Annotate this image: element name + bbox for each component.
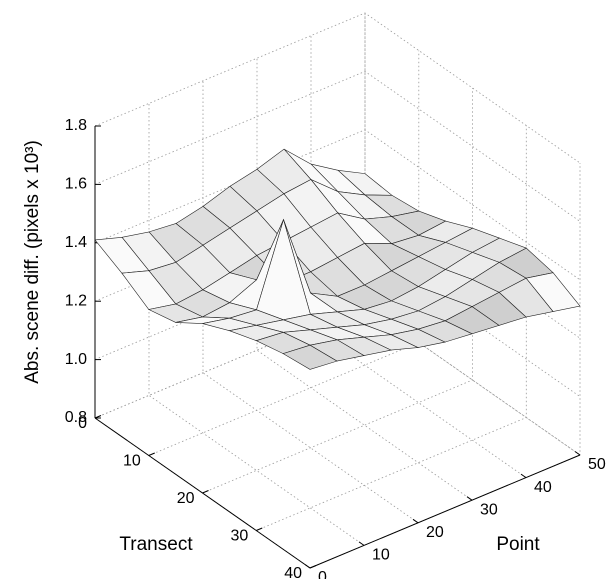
grid-line — [94, 12, 581, 164]
y-axis-label: Transect — [119, 534, 193, 555]
grid-line — [364, 13, 581, 456]
x-tick — [412, 518, 419, 524]
x-tick-label: 20 — [426, 524, 444, 541]
x-tick-label: 30 — [480, 501, 498, 518]
grid-line — [256, 58, 473, 501]
x-axis-label: Point — [496, 534, 540, 555]
y-tick — [256, 527, 263, 531]
y-tick-label: 20 — [177, 490, 195, 507]
y-tick-label: 10 — [123, 453, 141, 470]
x-tick — [304, 564, 311, 569]
y-tick — [202, 490, 209, 494]
grid-line — [310, 35, 527, 478]
z-tick-label: 0.8 — [65, 409, 87, 426]
y-tick-label: 40 — [284, 565, 302, 579]
z-tick-label: 1.0 — [65, 351, 87, 368]
x-tick — [574, 451, 581, 456]
grid-line — [256, 125, 527, 531]
x-tick-label: 40 — [534, 479, 552, 496]
grid-line — [94, 70, 581, 222]
x-tick-label: 10 — [372, 547, 390, 564]
z-tick-label: 1.2 — [65, 292, 87, 309]
x-tick-label: 0 — [318, 569, 327, 579]
x-tick — [466, 496, 473, 501]
grid-line — [202, 88, 473, 494]
z-tick-label: 1.4 — [65, 234, 87, 251]
x-tick-label: 50 — [588, 456, 606, 473]
y-tick-label: 30 — [230, 528, 248, 545]
y-tick — [148, 452, 155, 456]
x-tick — [358, 541, 365, 546]
z-tick-label: 1.6 — [65, 176, 87, 193]
y-tick — [309, 565, 317, 569]
x-tick — [520, 473, 527, 479]
grid-line — [202, 80, 419, 524]
z-tick-label: 1.8 — [65, 117, 87, 134]
y-tick — [94, 415, 102, 419]
grid-line — [148, 103, 365, 546]
surface-patch — [282, 344, 338, 370]
z-axis-label: Abs. scene diff. (pixels x 10³) — [22, 140, 43, 384]
y-tick-label: 0 — [78, 415, 87, 432]
x-axis — [309, 454, 581, 569]
